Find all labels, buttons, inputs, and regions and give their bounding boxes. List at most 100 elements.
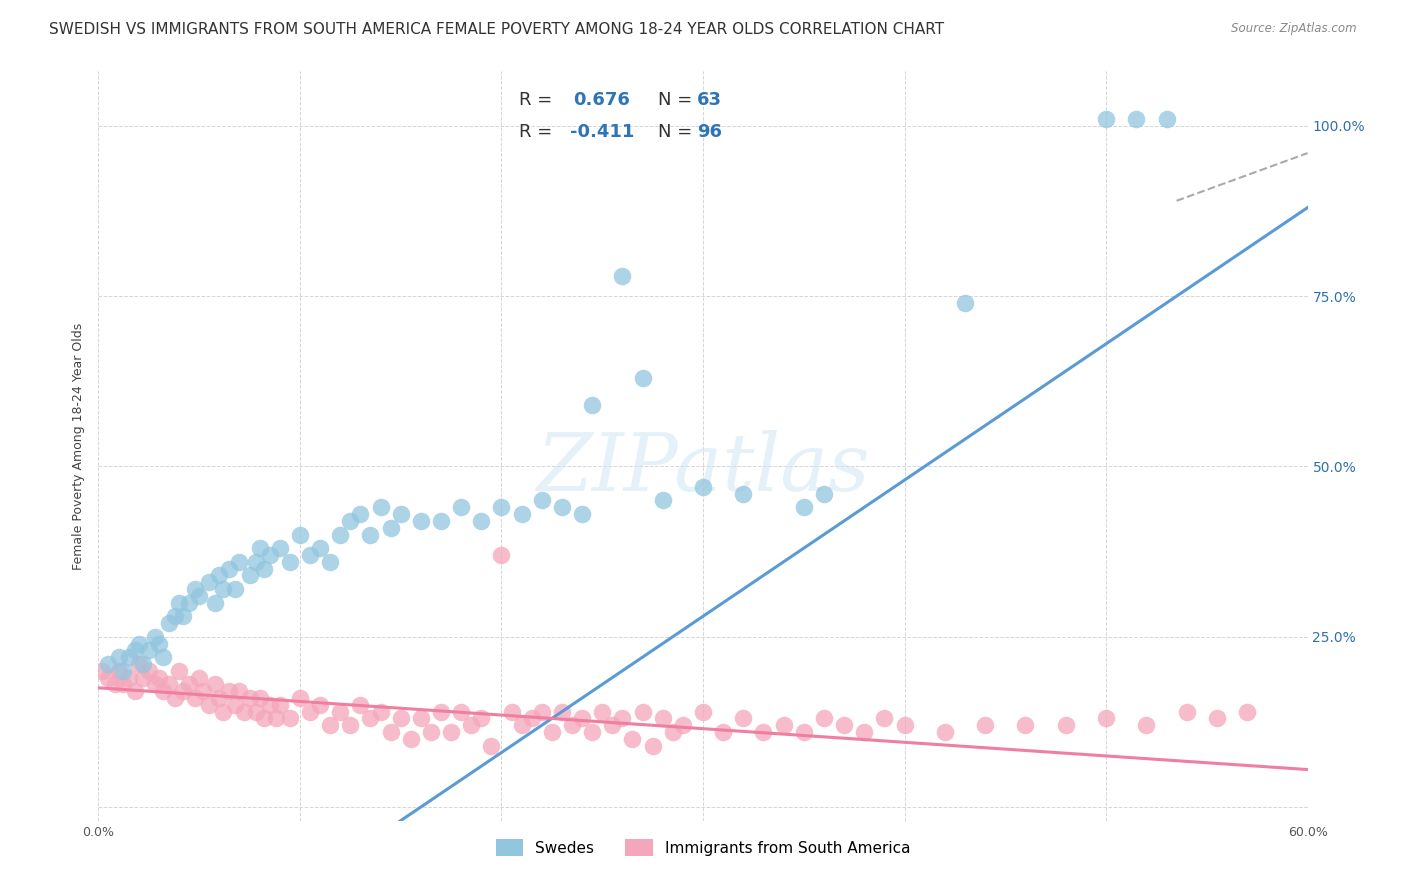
Point bbox=[188, 671, 211, 685]
Point bbox=[551, 500, 574, 515]
Point bbox=[661, 725, 683, 739]
Point bbox=[380, 521, 402, 535]
Point bbox=[631, 371, 654, 385]
Point bbox=[389, 711, 412, 725]
Point bbox=[319, 718, 342, 732]
Point bbox=[118, 650, 141, 665]
Point bbox=[97, 657, 120, 671]
Point bbox=[249, 691, 271, 706]
Point bbox=[612, 268, 634, 283]
Point bbox=[278, 555, 301, 569]
Point bbox=[460, 718, 482, 732]
Point bbox=[309, 541, 332, 556]
Point bbox=[813, 711, 835, 725]
Point bbox=[339, 514, 361, 528]
Point bbox=[208, 691, 231, 706]
Text: 63: 63 bbox=[697, 91, 721, 109]
Text: R =: R = bbox=[519, 91, 558, 109]
Y-axis label: Female Poverty Among 18-24 Year Olds: Female Poverty Among 18-24 Year Olds bbox=[72, 322, 86, 570]
Point bbox=[245, 705, 267, 719]
Point bbox=[641, 739, 664, 753]
Point bbox=[491, 548, 513, 562]
Point bbox=[540, 725, 562, 739]
Point bbox=[450, 500, 472, 515]
Point bbox=[360, 711, 382, 725]
Point bbox=[188, 589, 211, 603]
Point bbox=[672, 718, 695, 732]
Text: 0.676: 0.676 bbox=[574, 91, 630, 109]
Point bbox=[179, 596, 201, 610]
Point bbox=[239, 568, 262, 582]
Point bbox=[602, 718, 624, 732]
Point bbox=[97, 671, 120, 685]
Point bbox=[218, 684, 240, 698]
Point bbox=[1175, 705, 1198, 719]
Point bbox=[571, 507, 593, 521]
Point bbox=[470, 514, 492, 528]
Text: SWEDISH VS IMMIGRANTS FROM SOUTH AMERICA FEMALE POVERTY AMONG 18-24 YEAR OLDS CO: SWEDISH VS IMMIGRANTS FROM SOUTH AMERICA… bbox=[49, 22, 945, 37]
Point bbox=[571, 711, 593, 725]
Point bbox=[934, 725, 956, 739]
Point bbox=[269, 698, 291, 712]
Point bbox=[138, 664, 160, 678]
Point bbox=[299, 705, 322, 719]
Point bbox=[430, 705, 453, 719]
Point bbox=[420, 725, 443, 739]
Point bbox=[1206, 711, 1229, 725]
Point bbox=[288, 527, 311, 541]
Point bbox=[813, 486, 835, 500]
Point bbox=[212, 705, 235, 719]
Point bbox=[360, 527, 382, 541]
Point bbox=[103, 677, 125, 691]
Point bbox=[733, 486, 755, 500]
Point bbox=[288, 691, 311, 706]
Point bbox=[470, 711, 492, 725]
Point bbox=[232, 705, 254, 719]
Point bbox=[124, 684, 146, 698]
Point bbox=[259, 698, 281, 712]
Point bbox=[349, 698, 371, 712]
Point bbox=[370, 705, 392, 719]
Point bbox=[259, 548, 281, 562]
Point bbox=[224, 582, 246, 596]
Point bbox=[530, 493, 553, 508]
Point bbox=[974, 718, 997, 732]
Point bbox=[1014, 718, 1036, 732]
Point bbox=[143, 677, 166, 691]
Point bbox=[733, 711, 755, 725]
Point bbox=[520, 711, 543, 725]
Point bbox=[510, 507, 533, 521]
Legend: Swedes, Immigrants from South America: Swedes, Immigrants from South America bbox=[486, 830, 920, 865]
Text: ZIPatlas: ZIPatlas bbox=[536, 430, 870, 508]
Point bbox=[873, 711, 896, 725]
Point bbox=[651, 711, 673, 725]
Point bbox=[832, 718, 855, 732]
Point bbox=[1095, 112, 1118, 126]
Point bbox=[329, 705, 352, 719]
Point bbox=[399, 731, 422, 746]
Point bbox=[253, 711, 276, 725]
Point bbox=[212, 582, 235, 596]
Point bbox=[319, 555, 342, 569]
Point bbox=[245, 555, 267, 569]
Point bbox=[1236, 705, 1258, 719]
Point bbox=[163, 691, 186, 706]
Point bbox=[163, 609, 186, 624]
Point bbox=[198, 575, 221, 590]
Point bbox=[193, 684, 215, 698]
Point bbox=[224, 698, 246, 712]
Point bbox=[228, 555, 250, 569]
Point bbox=[167, 596, 190, 610]
Point bbox=[128, 636, 150, 650]
Point bbox=[389, 507, 412, 521]
Point bbox=[228, 684, 250, 698]
Text: Source: ZipAtlas.com: Source: ZipAtlas.com bbox=[1232, 22, 1357, 36]
Point bbox=[167, 664, 190, 678]
Point bbox=[621, 731, 644, 746]
Point bbox=[339, 718, 361, 732]
Point bbox=[157, 677, 180, 691]
Point bbox=[148, 671, 170, 685]
Point bbox=[198, 698, 221, 712]
Point bbox=[107, 650, 129, 665]
Point bbox=[249, 541, 271, 556]
